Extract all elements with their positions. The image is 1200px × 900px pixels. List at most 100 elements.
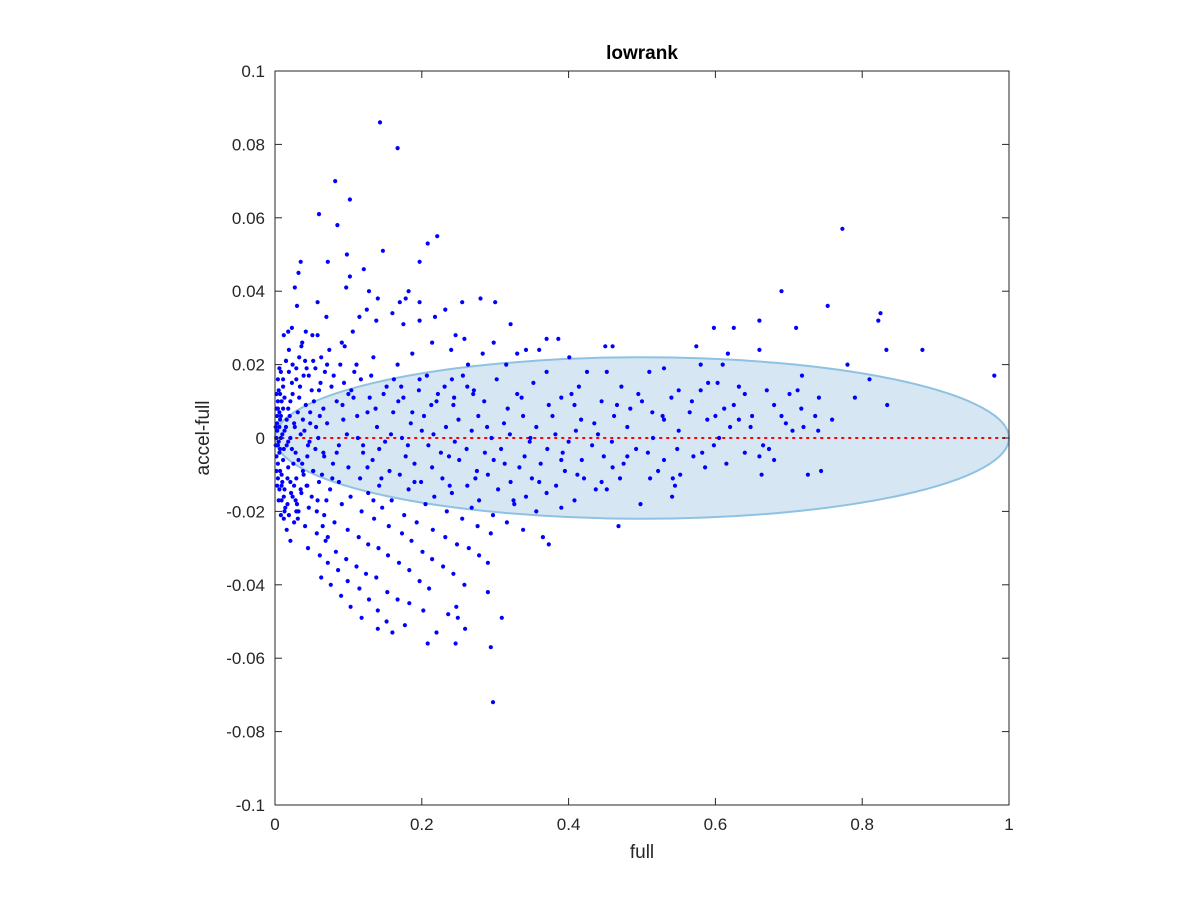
data-point [645, 450, 651, 455]
data-point [496, 487, 501, 492]
data-point [341, 417, 346, 422]
data-point [275, 483, 280, 488]
data-point [402, 623, 407, 628]
data-point [409, 538, 414, 543]
data-point [289, 446, 294, 452]
data-point [575, 472, 580, 477]
data-point [339, 340, 344, 345]
data-point [647, 369, 652, 374]
data-point [625, 454, 630, 459]
data-point [327, 347, 332, 352]
data-point [485, 590, 490, 595]
data-point [284, 527, 289, 532]
data-point [799, 373, 805, 378]
data-point [276, 439, 281, 444]
data-point [352, 369, 357, 374]
data-point [992, 373, 997, 378]
data-point [304, 366, 309, 371]
data-point [390, 311, 395, 316]
data-point [278, 468, 283, 474]
data-point [397, 300, 402, 305]
data-point [374, 424, 380, 430]
data-point [292, 285, 297, 290]
data-point [661, 457, 667, 463]
data-point [288, 435, 293, 441]
data-point [455, 615, 460, 620]
x-tick-label: 0.4 [557, 815, 581, 834]
data-point [783, 421, 789, 426]
data-point [417, 300, 422, 305]
data-point [625, 424, 630, 430]
data-points [273, 120, 997, 705]
data-point [298, 259, 303, 264]
data-point [757, 318, 762, 323]
data-point [279, 472, 284, 477]
data-point [296, 509, 301, 514]
data-point [290, 494, 295, 499]
data-point [801, 424, 806, 430]
data-point [321, 406, 326, 411]
data-point [447, 483, 452, 488]
data-point [559, 505, 564, 510]
data-point [430, 465, 435, 470]
data-point [279, 399, 284, 404]
data-point [515, 351, 520, 356]
data-point [350, 329, 355, 334]
data-point [402, 513, 407, 518]
data-point [303, 402, 308, 408]
data-point [432, 314, 438, 319]
data-point [366, 490, 371, 496]
data-point [283, 505, 288, 510]
data-point [303, 329, 308, 334]
data-point [700, 450, 705, 455]
y-tick-label: -0.04 [226, 576, 265, 595]
data-point [348, 604, 353, 609]
data-point [319, 575, 324, 580]
data-point [324, 498, 329, 503]
data-point [698, 388, 703, 393]
data-point [336, 443, 341, 448]
data-point [290, 391, 295, 397]
data-point [410, 410, 415, 415]
data-point [482, 450, 487, 455]
data-point [689, 399, 695, 404]
data-point [884, 347, 889, 352]
data-point [389, 498, 394, 503]
data-point [281, 516, 286, 521]
data-point [344, 285, 349, 290]
data-point [336, 479, 341, 485]
data-point [357, 314, 362, 319]
x-tick-label: 0.2 [410, 815, 434, 834]
data-point [759, 472, 764, 477]
data-point [434, 630, 439, 635]
data-point [546, 402, 551, 408]
data-point [750, 413, 755, 419]
data-point [317, 553, 322, 558]
data-point [349, 388, 354, 393]
data-point [280, 432, 285, 437]
data-point [534, 424, 539, 430]
data-point [342, 344, 347, 349]
data-point [469, 428, 474, 433]
data-point [656, 468, 661, 474]
data-point [572, 498, 577, 503]
data-point [876, 318, 881, 323]
data-point [303, 524, 308, 529]
data-point [676, 428, 681, 433]
data-point [423, 502, 428, 507]
data-point [616, 524, 621, 529]
data-point [432, 494, 437, 499]
data-point [391, 377, 396, 382]
data-point [406, 289, 411, 294]
x-axis-ticks: 0 0.2 0.4 0.6 0.8 1 [270, 71, 1014, 834]
data-point [284, 443, 289, 448]
data-point [281, 384, 286, 389]
data-point [489, 435, 494, 441]
data-point [305, 443, 311, 448]
data-point [567, 355, 572, 360]
data-point [376, 546, 381, 551]
data-point [397, 472, 402, 477]
data-point [305, 546, 311, 551]
data-point [286, 465, 291, 470]
data-point [512, 502, 517, 507]
